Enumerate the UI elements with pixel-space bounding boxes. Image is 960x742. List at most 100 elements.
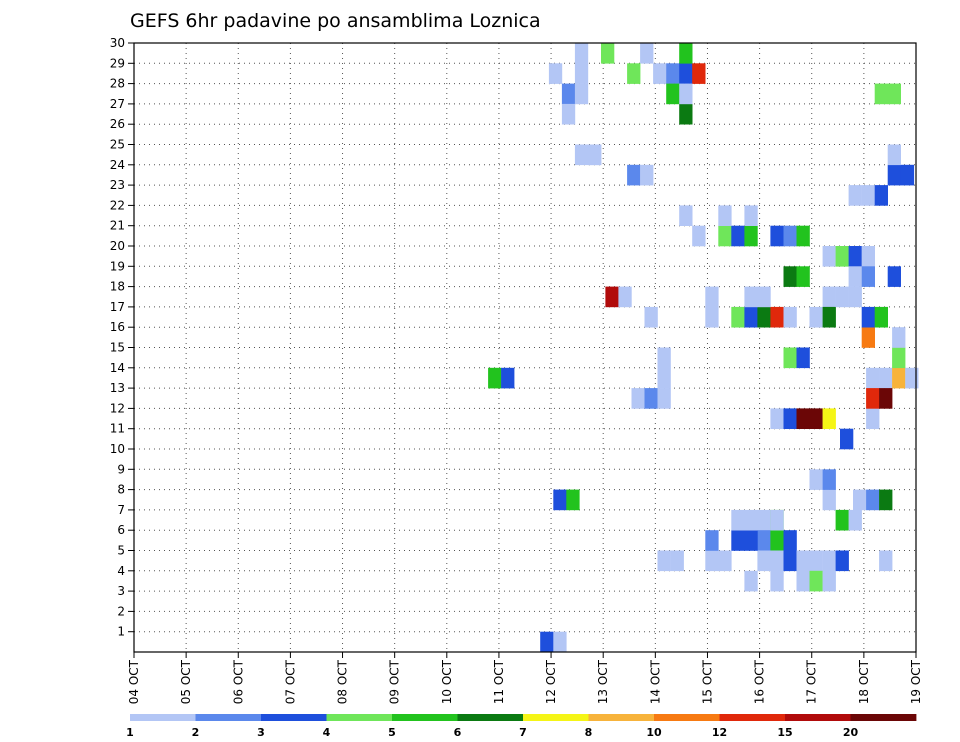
heatmap-cell	[679, 103, 693, 125]
heatmap-cell	[822, 469, 836, 490]
legend-swatch	[785, 714, 851, 721]
legend-swatch	[523, 714, 589, 721]
color-legend: 1 2 3 4 5 6 7 8 10 12 15 20	[126, 714, 917, 739]
heatmap-cell	[783, 530, 797, 551]
legend-label: 6	[454, 726, 462, 739]
y-tick-label: 26	[110, 117, 125, 131]
y-axis-ticks: 1234567891011121314151617181920212223242…	[110, 36, 134, 639]
heatmap-cell	[866, 489, 880, 511]
heatmap-cell	[848, 266, 862, 287]
heatmap-cell	[718, 225, 732, 247]
y-tick-label: 22	[110, 198, 125, 212]
heatmap-cell	[744, 530, 758, 551]
heatmap-cell	[718, 205, 732, 226]
y-tick-label: 30	[110, 36, 125, 50]
legend-label: 1	[126, 726, 134, 739]
y-tick-label: 23	[110, 178, 125, 192]
y-tick-label: 21	[110, 219, 125, 233]
legend-label: 12	[712, 726, 727, 739]
heatmap-cell	[887, 164, 901, 186]
heatmap-cell	[770, 225, 784, 247]
heatmap-cell	[822, 550, 836, 572]
heatmap-cell	[679, 43, 693, 64]
heatmap-cell	[692, 63, 706, 84]
heatmap-cell	[861, 185, 875, 206]
legend-label: 10	[646, 726, 662, 739]
heatmap-cell	[809, 469, 823, 490]
y-tick-label: 7	[117, 503, 125, 517]
y-tick-label: 28	[110, 77, 125, 91]
heatmap-cell	[879, 388, 893, 409]
x-tick-label: 08 OCT	[336, 659, 350, 704]
heatmap-cell	[501, 367, 515, 389]
heatmap-cell	[605, 286, 619, 308]
heatmap-cell	[892, 327, 906, 348]
heatmap-cell	[757, 286, 771, 308]
heatmap-cell	[718, 550, 732, 572]
y-tick-label: 2	[117, 604, 125, 618]
heatmap-cell	[548, 63, 563, 84]
x-tick-label: 04 OCT	[127, 659, 141, 704]
legend-swatch	[588, 714, 655, 721]
heatmap-cell	[644, 306, 658, 328]
heatmap-cell	[561, 103, 576, 125]
heatmap-cell	[796, 570, 810, 592]
heatmap-cell	[770, 306, 784, 328]
x-tick-label: 14 OCT	[648, 659, 662, 704]
heatmap-cell	[822, 408, 836, 429]
heatmap-cell	[887, 266, 901, 287]
heatmap-cell	[574, 144, 589, 166]
y-tick-label: 1	[117, 625, 125, 639]
heatmap-cell	[679, 83, 693, 105]
heatmap-cell	[796, 347, 810, 369]
heatmap-cell	[627, 63, 641, 84]
heatmap-cell	[783, 266, 797, 287]
y-tick-label: 12	[110, 401, 125, 415]
heatmap-cell	[561, 83, 576, 105]
heatmap-cell	[657, 550, 671, 572]
heatmap-cell	[887, 83, 901, 105]
heatmap-cell	[848, 509, 862, 531]
y-tick-label: 10	[110, 442, 125, 456]
heatmap-cell	[631, 388, 645, 409]
heatmap-cell	[822, 306, 836, 328]
legend-swatch	[261, 714, 327, 721]
heatmap-cell	[770, 509, 784, 531]
heatmap-cell	[744, 205, 758, 226]
heatmap-cell	[835, 550, 849, 572]
heatmap-cell	[848, 246, 862, 267]
heatmap-cell	[783, 306, 797, 328]
heatmap-cell	[809, 306, 823, 328]
heatmap-cell	[731, 530, 745, 551]
heatmap-cell	[866, 367, 880, 389]
heatmap-cell	[822, 489, 836, 511]
heatmap-cell	[744, 225, 758, 247]
y-tick-label: 8	[117, 483, 125, 497]
x-tick-label: 09 OCT	[388, 659, 402, 704]
y-tick-label: 19	[110, 259, 125, 273]
heatmap-cell	[796, 408, 810, 429]
legend-label: 8	[585, 726, 593, 739]
heatmap-cell	[892, 367, 906, 389]
y-tick-label: 9	[117, 462, 125, 476]
legend-swatch	[850, 714, 917, 721]
heatmap-cell	[757, 550, 771, 572]
x-tick-label: 05 OCT	[179, 659, 193, 704]
heatmap-cell	[783, 550, 797, 572]
heatmap-cell	[822, 570, 836, 592]
heatmap-cell	[861, 266, 875, 287]
grid-lines	[134, 43, 916, 652]
heatmap-cell	[744, 306, 758, 328]
heatmap-cell	[679, 63, 693, 84]
heatmap-cell	[874, 185, 888, 206]
y-tick-label: 3	[117, 584, 125, 598]
heatmap-cell	[566, 489, 580, 511]
heatmap-cell	[618, 286, 632, 308]
x-tick-label: 10 OCT	[440, 659, 454, 704]
heatmap-cell	[783, 408, 797, 429]
heatmap-cell	[692, 225, 706, 247]
heatmap-cells	[488, 43, 919, 653]
heatmap-cell	[657, 388, 671, 409]
heatmap-cell	[731, 306, 745, 328]
